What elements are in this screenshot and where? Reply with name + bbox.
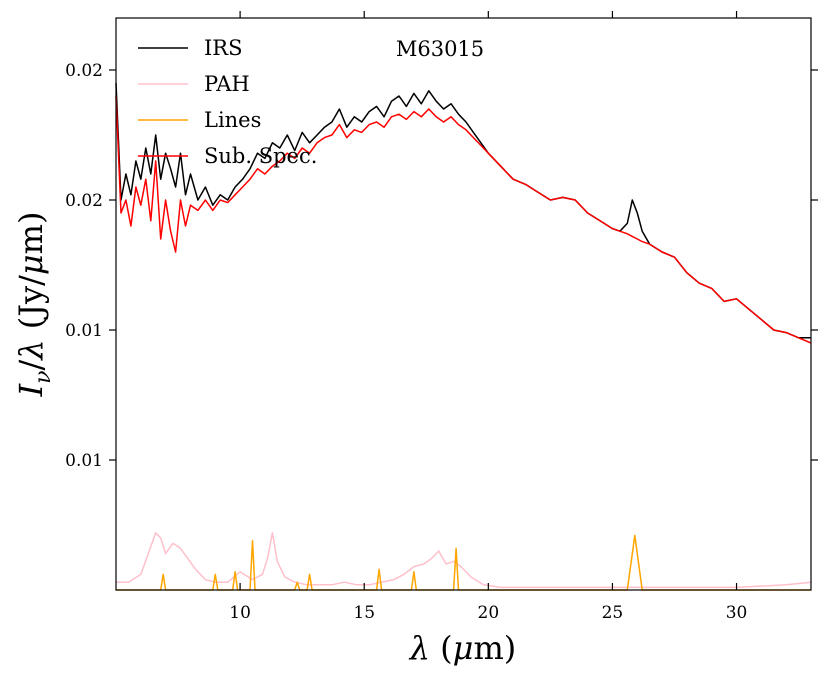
legend-label: Sub. Spec.	[204, 144, 317, 168]
y-tick-label: 0.01	[65, 451, 103, 471]
x-tick-label: 25	[602, 603, 624, 623]
y-axis-label: Iν/λ (Jy/μm)	[12, 211, 56, 397]
y-tick-label: 0.02	[65, 191, 103, 211]
plot-series-group	[115, 82, 812, 591]
y-tick-label: 0.01	[65, 321, 103, 341]
series-line-sub-spec	[115, 95, 812, 344]
chart-title: M63015	[396, 37, 484, 61]
legend-label: IRS	[204, 36, 243, 60]
x-tick-label: 10	[229, 603, 251, 623]
plot-frame	[115, 17, 812, 591]
series-line-pah	[116, 532, 812, 589]
legend-label: Lines	[204, 108, 261, 132]
x-tick-label: 15	[353, 603, 375, 623]
y-tick-label: 0.02	[65, 61, 103, 81]
x-tick-label: 20	[478, 603, 500, 623]
x-tick-label: 30	[726, 603, 748, 623]
legend: IRS PAH Lines Sub. Spec.	[138, 36, 317, 168]
series-line-irs	[115, 82, 811, 339]
axis-ticks: 10 15 20 25 30 0.01 0.01 0.02 0.02	[65, 11, 818, 623]
x-axis-label: λ (μm)	[408, 629, 517, 667]
legend-label: PAH	[204, 72, 250, 96]
